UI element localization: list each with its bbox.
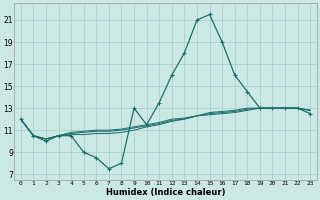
X-axis label: Humidex (Indice chaleur): Humidex (Indice chaleur) [106, 188, 225, 197]
